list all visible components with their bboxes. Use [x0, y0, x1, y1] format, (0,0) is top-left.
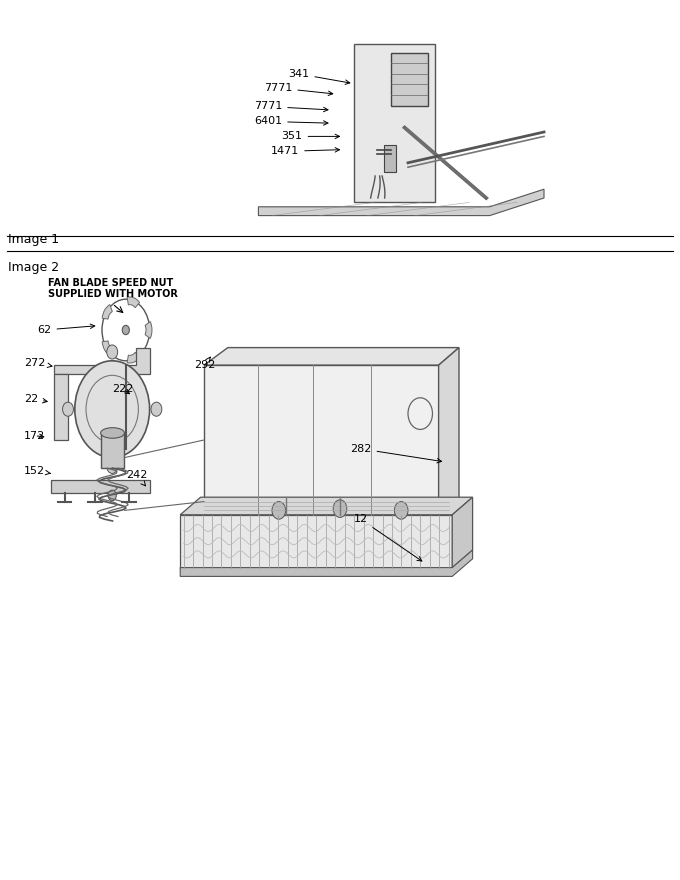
Text: 62: 62 [37, 324, 95, 335]
Text: 1471: 1471 [271, 146, 339, 157]
Text: 282: 282 [350, 444, 441, 463]
Text: 292: 292 [194, 357, 215, 370]
Text: 12: 12 [354, 514, 422, 561]
Polygon shape [391, 53, 428, 106]
Circle shape [63, 402, 73, 416]
Text: 6401: 6401 [254, 116, 328, 127]
Text: 351: 351 [282, 131, 339, 142]
Polygon shape [354, 44, 435, 202]
Circle shape [108, 490, 116, 501]
Text: 22: 22 [24, 393, 47, 404]
Text: Image 2: Image 2 [8, 261, 59, 275]
Wedge shape [127, 352, 139, 363]
Polygon shape [204, 365, 439, 515]
Polygon shape [180, 550, 473, 576]
Circle shape [107, 459, 118, 473]
Text: 242: 242 [126, 470, 147, 486]
Text: 7771: 7771 [264, 83, 333, 96]
Polygon shape [54, 374, 68, 440]
Wedge shape [145, 321, 152, 339]
Ellipse shape [101, 428, 124, 438]
Circle shape [75, 361, 150, 458]
Wedge shape [102, 341, 112, 356]
Polygon shape [384, 145, 396, 172]
Polygon shape [452, 497, 473, 568]
Wedge shape [127, 297, 139, 308]
Text: Image 1: Image 1 [8, 233, 59, 246]
Polygon shape [204, 348, 459, 365]
Circle shape [333, 500, 347, 517]
Circle shape [122, 326, 129, 334]
Circle shape [394, 502, 408, 519]
Polygon shape [54, 348, 150, 374]
Circle shape [107, 345, 118, 359]
Polygon shape [51, 480, 150, 493]
Bar [101, 433, 124, 468]
Polygon shape [180, 515, 452, 568]
Text: FAN BLADE SPEED NUT
SUPPLIED WITH MOTOR: FAN BLADE SPEED NUT SUPPLIED WITH MOTOR [48, 277, 177, 299]
Text: 272: 272 [24, 357, 52, 368]
Polygon shape [439, 348, 459, 515]
Polygon shape [180, 497, 473, 515]
Text: 7771: 7771 [254, 101, 328, 112]
Text: 152: 152 [24, 466, 50, 476]
Circle shape [151, 402, 162, 416]
Text: 222: 222 [112, 384, 133, 394]
Text: 341: 341 [288, 69, 350, 84]
Wedge shape [102, 304, 112, 319]
Polygon shape [258, 189, 544, 216]
Circle shape [272, 502, 286, 519]
Text: 172: 172 [24, 430, 45, 441]
